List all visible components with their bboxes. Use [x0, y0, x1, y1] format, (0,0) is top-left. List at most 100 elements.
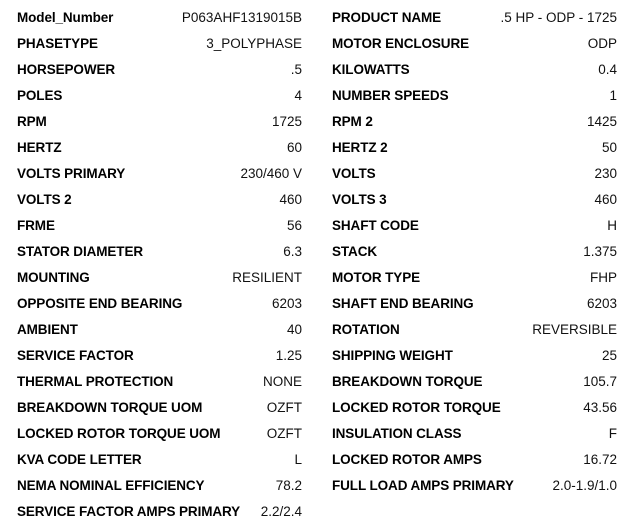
spec-value: 1425	[586, 114, 617, 129]
spec-label: STACK	[332, 244, 377, 259]
spec-row: BREAKDOWN TORQUE 105.7	[332, 372, 617, 392]
spec-label: BREAKDOWN TORQUE	[332, 374, 483, 389]
spec-row: PRODUCT NAME .5 HP - ODP - 1725	[332, 8, 617, 28]
spec-row: POLES 4	[17, 86, 302, 106]
spec-row: KVA CODE LETTER L	[17, 450, 302, 470]
spec-value: P063AHF1319015B	[181, 10, 302, 25]
spec-row: HORSEPOWER .5	[17, 60, 302, 80]
spec-row: HERTZ 2 50	[332, 138, 617, 158]
spec-value: 43.56	[583, 400, 617, 415]
spec-label: SERVICE FACTOR AMPS PRIMARY	[17, 504, 241, 519]
spec-value: 4	[294, 88, 302, 103]
spec-value: 6.3	[283, 244, 302, 259]
spec-row: THERMAL PROTECTION NONE	[17, 372, 302, 392]
spec-row: KILOWATTS 0.4	[332, 60, 617, 80]
spec-value: 50	[601, 140, 617, 155]
spec-value: NONE	[262, 374, 302, 389]
spec-row: VOLTS 230	[332, 164, 617, 184]
spec-value: RESILIENT	[232, 270, 302, 285]
spec-label: VOLTS 2	[17, 192, 72, 207]
spec-row: MOTOR TYPE FHP	[332, 268, 617, 288]
spec-row: NEMA NOMINAL EFFICIENCY 78.2	[17, 476, 302, 496]
spec-row: SERVICE FACTOR AMPS PRIMARY 2.2/2.4	[17, 502, 302, 522]
spec-value: F	[608, 426, 617, 441]
spec-label: NUMBER SPEEDS	[332, 88, 449, 103]
spec-row: PHASETYPE 3_POLYPHASE	[17, 34, 302, 54]
spec-label: KVA CODE LETTER	[17, 452, 142, 467]
spec-row: LOCKED ROTOR TORQUE 43.56	[332, 398, 617, 418]
spec-label: FRME	[17, 218, 55, 233]
spec-value: 3_POLYPHASE	[206, 36, 302, 51]
spec-row: LOCKED ROTOR AMPS 16.72	[332, 450, 617, 470]
spec-label: ROTATION	[332, 322, 400, 337]
spec-value: OZFT	[266, 400, 302, 415]
spec-label: SHAFT CODE	[332, 218, 419, 233]
spec-label: MOTOR TYPE	[332, 270, 421, 285]
spec-label: VOLTS PRIMARY	[17, 166, 126, 181]
spec-label: INSULATION CLASS	[332, 426, 462, 441]
spec-label: LOCKED ROTOR TORQUE UOM	[17, 426, 221, 441]
spec-row: RPM 1725	[17, 112, 302, 132]
spec-label: RPM	[17, 114, 47, 129]
spec-label: POLES	[17, 88, 63, 103]
spec-value: OZFT	[266, 426, 302, 441]
spec-row: AMBIENT 40	[17, 320, 302, 340]
spec-value: 60	[286, 140, 302, 155]
spec-row: MOTOR ENCLOSURE ODP	[332, 34, 617, 54]
spec-row: LOCKED ROTOR TORQUE UOM OZFT	[17, 424, 302, 444]
spec-label: LOCKED ROTOR TORQUE	[332, 400, 501, 415]
spec-label: PRODUCT NAME	[332, 10, 442, 25]
spec-label: MOTOR ENCLOSURE	[332, 36, 470, 51]
spec-value: 1.375	[583, 244, 617, 259]
spec-value: 460	[594, 192, 617, 207]
spec-row: SHAFT CODE H	[332, 216, 617, 236]
spec-value: 105.7	[583, 374, 617, 389]
spec-row: STATOR DIAMETER 6.3	[17, 242, 302, 262]
spec-label: HERTZ 2	[332, 140, 388, 155]
spec-row: NUMBER SPEEDS 1	[332, 86, 617, 106]
spec-value: L	[294, 452, 302, 467]
spec-label: SHAFT END BEARING	[332, 296, 474, 311]
spec-label: HERTZ	[17, 140, 62, 155]
spec-value: FHP	[590, 270, 617, 285]
spec-value: 56	[286, 218, 302, 233]
spec-label: VOLTS	[332, 166, 376, 181]
spec-row: VOLTS 3 460	[332, 190, 617, 210]
spec-label: SHIPPING WEIGHT	[332, 348, 453, 363]
spec-row: BREAKDOWN TORQUE UOM OZFT	[17, 398, 302, 418]
spec-value: 2.0-1.9/1.0	[552, 478, 617, 493]
spec-row: RPM 2 1425	[332, 112, 617, 132]
spec-value: 40	[286, 322, 302, 337]
spec-label: Model_Number	[17, 10, 114, 25]
spec-value: ODP	[587, 36, 617, 51]
spec-row: SERVICE FACTOR 1.25	[17, 346, 302, 366]
spec-value: 1	[609, 88, 617, 103]
spec-value: .5	[290, 62, 302, 77]
spec-row: STACK 1.375	[332, 242, 617, 262]
spec-label: BREAKDOWN TORQUE UOM	[17, 400, 203, 415]
spec-label: STATOR DIAMETER	[17, 244, 143, 259]
spec-value: 230/460 V	[240, 166, 302, 181]
spec-row: MOUNTING RESILIENT	[17, 268, 302, 288]
spec-label: FULL LOAD AMPS PRIMARY	[332, 478, 514, 493]
spec-row: Model_Number P063AHF1319015B	[17, 8, 302, 28]
spec-row: OPPOSITE END BEARING 6203	[17, 294, 302, 314]
spec-value: 1725	[271, 114, 302, 129]
spec-label: HORSEPOWER	[17, 62, 116, 77]
spec-label: MOUNTING	[17, 270, 90, 285]
spec-value: 6203	[586, 296, 617, 311]
spec-value: 6203	[271, 296, 302, 311]
spec-label: AMBIENT	[17, 322, 78, 337]
spec-label: PHASETYPE	[17, 36, 98, 51]
spec-row: INSULATION CLASS F	[332, 424, 617, 444]
spec-value: .5 HP - ODP - 1725	[500, 10, 617, 25]
spec-row: SHIPPING WEIGHT 25	[332, 346, 617, 366]
spec-value: H	[607, 218, 617, 233]
spec-row: FRME 56	[17, 216, 302, 236]
spec-row: FULL LOAD AMPS PRIMARY 2.0-1.9/1.0	[332, 476, 617, 496]
spec-value: 16.72	[583, 452, 617, 467]
spec-row: VOLTS PRIMARY 230/460 V	[17, 164, 302, 184]
spec-label: SERVICE FACTOR	[17, 348, 134, 363]
spec-label: THERMAL PROTECTION	[17, 374, 174, 389]
spec-value: 0.4	[598, 62, 617, 77]
